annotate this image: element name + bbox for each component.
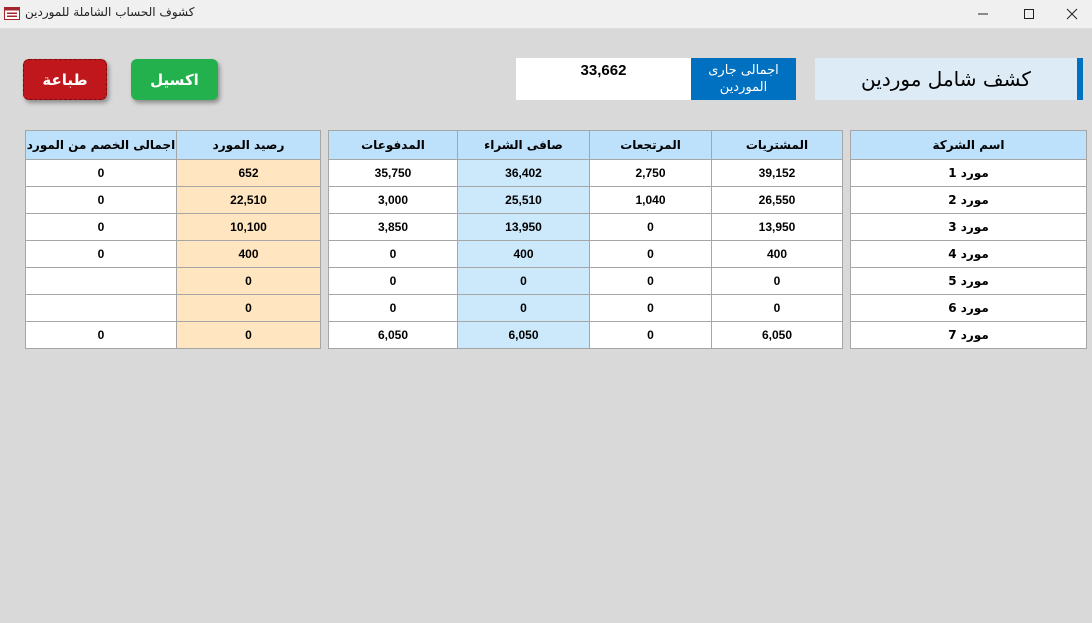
header-supplier-balance: رصيد المورد <box>176 130 321 160</box>
payments-cell[interactable]: 0 <box>328 240 458 268</box>
company-name-cell[interactable]: مورد 5 <box>850 267 1087 295</box>
table-row: 3,000 25,510 1,040 26,550 مورد 2 <box>328 186 1087 214</box>
purchases-cell[interactable]: 400 <box>711 240 843 268</box>
total-discount-cell[interactable] <box>25 267 177 295</box>
table-row: 0 10,100 <box>25 213 321 241</box>
purchases-cell[interactable]: 39,152 <box>711 159 843 187</box>
total-discount-cell[interactable]: 0 <box>25 213 177 241</box>
suppliers-table: المدفوعات صافى الشراء المرتجعات المشتريا… <box>328 130 1087 349</box>
excel-export-button[interactable]: اكسيل <box>131 59 218 100</box>
company-name-cell[interactable]: مورد 3 <box>850 213 1087 241</box>
net-purchases-cell[interactable]: 6,050 <box>457 321 590 349</box>
total-balance-box: 33,662 <box>516 58 691 100</box>
purchases-cell[interactable]: 0 <box>711 267 843 295</box>
close-button[interactable] <box>1052 0 1092 28</box>
column-gap <box>842 240 851 268</box>
balances-table: اجمالى الخصم من المورد رصيد المورد 0 652 0… <box>25 130 321 349</box>
total-discount-cell[interactable]: 0 <box>25 240 177 268</box>
net-purchases-cell[interactable]: 36,402 <box>457 159 590 187</box>
returns-cell[interactable]: 0 <box>589 213 712 241</box>
returns-cell[interactable]: 0 <box>589 267 712 295</box>
company-name-cell[interactable]: مورد 6 <box>850 294 1087 322</box>
minimize-button[interactable] <box>960 0 1006 28</box>
total-discount-cell[interactable] <box>25 294 177 322</box>
print-button[interactable]: طباعة <box>23 59 107 100</box>
table-row: 0 22,510 <box>25 186 321 214</box>
table-header-row: اجمالى الخصم من المورد رصيد المورد <box>25 130 321 160</box>
total-discount-cell[interactable]: 0 <box>25 186 177 214</box>
supplier-balance-cell[interactable]: 22,510 <box>176 186 321 214</box>
column-gap <box>842 159 851 187</box>
column-gap <box>842 294 851 322</box>
table-row: 0 <box>25 267 321 295</box>
purchases-cell[interactable]: 0 <box>711 294 843 322</box>
supplier-balance-cell[interactable]: 0 <box>176 267 321 295</box>
company-name-cell[interactable]: مورد 1 <box>850 159 1087 187</box>
header-returns: المرتجعات <box>589 130 712 160</box>
minimize-icon <box>978 13 988 15</box>
returns-cell[interactable]: 2,750 <box>589 159 712 187</box>
header-total-discount: اجمالى الخصم من المورد <box>25 130 177 160</box>
supplier-balance-cell[interactable]: 400 <box>176 240 321 268</box>
total-discount-cell[interactable]: 0 <box>25 159 177 187</box>
maximize-button[interactable] <box>1006 0 1052 28</box>
close-icon <box>1066 8 1078 20</box>
company-name-cell[interactable]: مورد 4 <box>850 240 1087 268</box>
column-gap <box>842 186 851 214</box>
supplier-balance-cell[interactable]: 10,100 <box>176 213 321 241</box>
company-name-cell[interactable]: مورد 2 <box>850 186 1087 214</box>
header-purchases: المشتريات <box>711 130 843 160</box>
title-bar: كشوف الحساب الشاملة للموردين <box>0 0 1092 29</box>
report-title: كشف شامل موردين <box>815 58 1083 100</box>
table-row: 0 400 0 400 مورد 4 <box>328 240 1087 268</box>
company-name-cell[interactable]: مورد 7 <box>850 321 1087 349</box>
total-discount-cell[interactable]: 0 <box>25 321 177 349</box>
payments-cell[interactable]: 0 <box>328 267 458 295</box>
header-company-name: اسم الشركة <box>850 130 1087 160</box>
table-row: 0 652 <box>25 159 321 187</box>
column-gap <box>842 213 851 241</box>
payments-cell[interactable]: 0 <box>328 294 458 322</box>
table-row: 6,050 6,050 0 6,050 مورد 7 <box>328 321 1087 349</box>
net-purchases-cell[interactable]: 0 <box>457 294 590 322</box>
table-row: 35,750 36,402 2,750 39,152 مورد 1 <box>328 159 1087 187</box>
returns-cell[interactable]: 0 <box>589 240 712 268</box>
table-row: 0 0 0 0 مورد 5 <box>328 267 1087 295</box>
window-title: كشوف الحساب الشاملة للموردين <box>25 5 195 19</box>
purchases-cell[interactable]: 13,950 <box>711 213 843 241</box>
net-purchases-cell[interactable]: 0 <box>457 267 590 295</box>
table-row: 0 0 0 0 مورد 6 <box>328 294 1087 322</box>
purchases-cell[interactable]: 26,550 <box>711 186 843 214</box>
purchases-cell[interactable]: 6,050 <box>711 321 843 349</box>
supplier-balance-cell[interactable]: 0 <box>176 321 321 349</box>
total-balance-label: اجمالى جارى الموردين <box>691 58 796 100</box>
net-purchases-cell[interactable]: 400 <box>457 240 590 268</box>
table-row: 0 <box>25 294 321 322</box>
returns-cell[interactable]: 1,040 <box>589 186 712 214</box>
payments-cell[interactable]: 3,000 <box>328 186 458 214</box>
payments-cell[interactable]: 3,850 <box>328 213 458 241</box>
returns-cell[interactable]: 0 <box>589 321 712 349</box>
net-purchases-cell[interactable]: 25,510 <box>457 186 590 214</box>
column-gap <box>842 267 851 295</box>
supplier-balance-cell[interactable]: 0 <box>176 294 321 322</box>
net-purchases-cell[interactable]: 13,950 <box>457 213 590 241</box>
table-header-row: المدفوعات صافى الشراء المرتجعات المشتريا… <box>328 130 1087 160</box>
payments-cell[interactable]: 35,750 <box>328 159 458 187</box>
header-payments: المدفوعات <box>328 130 458 160</box>
form-icon <box>4 5 20 20</box>
maximize-icon <box>1024 9 1034 19</box>
payments-cell[interactable]: 6,050 <box>328 321 458 349</box>
total-balance-value: 33,662 <box>580 62 627 79</box>
returns-cell[interactable]: 0 <box>589 294 712 322</box>
table-row: 3,850 13,950 0 13,950 مورد 3 <box>328 213 1087 241</box>
table-row: 0 400 <box>25 240 321 268</box>
supplier-balance-cell[interactable]: 652 <box>176 159 321 187</box>
header-net-purchases: صافى الشراء <box>457 130 590 160</box>
column-gap <box>842 130 851 160</box>
column-gap <box>842 321 851 349</box>
